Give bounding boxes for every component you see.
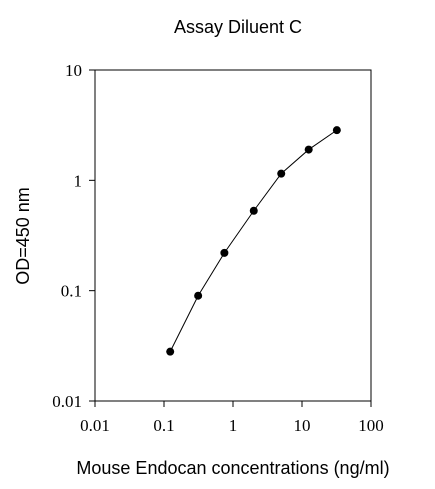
- x-tick-label: 10: [294, 416, 311, 435]
- y-tick-label: 0.01: [52, 392, 82, 411]
- x-tick-label: 0.1: [153, 416, 174, 435]
- x-tick-label: 1: [229, 416, 238, 435]
- y-tick-label: 10: [65, 61, 82, 80]
- x-axis-label: Mouse Endocan concentrations (ng/ml): [76, 458, 389, 478]
- data-point: [166, 347, 175, 356]
- y-axis: 0.01 0.1 1 10: [52, 61, 95, 411]
- series-line: [169, 129, 338, 352]
- x-tick-label: 100: [358, 416, 384, 435]
- y-tick-label: 0.1: [61, 282, 82, 301]
- plot-frame: [94, 69, 372, 402]
- y-axis-label: OD=450 nm: [13, 187, 33, 285]
- x-tick-label: 0.01: [80, 416, 110, 435]
- data-point: [220, 248, 229, 257]
- data-points: [166, 126, 341, 356]
- y-tick-label: 1: [74, 171, 83, 190]
- x-axis: 0.01 0.1 1 10 100: [80, 401, 384, 435]
- data-point: [304, 145, 313, 154]
- data-point: [194, 291, 203, 300]
- data-point: [277, 169, 286, 178]
- chart-title: Assay Diluent C: [174, 17, 302, 37]
- data-point: [249, 206, 258, 215]
- data-point: [332, 126, 341, 135]
